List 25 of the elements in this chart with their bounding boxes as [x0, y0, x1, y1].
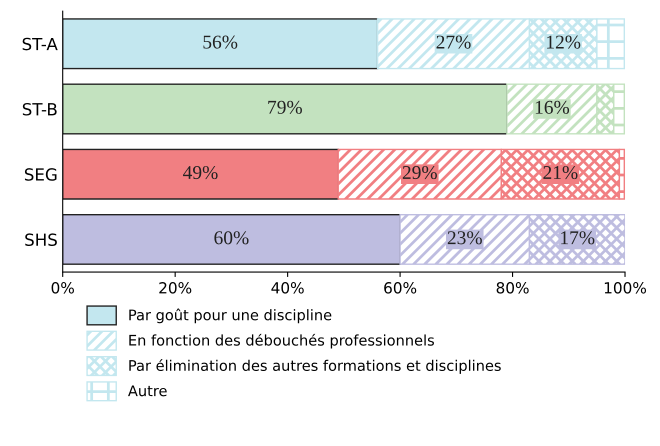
data-label: 21% [543, 166, 578, 180]
data-label: 17% [561, 231, 594, 244]
data-label: 60% [214, 231, 249, 244]
legend-label: Autre [128, 385, 167, 396]
y-tick-label: ST-A [22, 38, 58, 50]
legend-label: Par élimination des autres formations et disciplines [129, 359, 501, 374]
x-tick-label: 20% [159, 282, 192, 294]
y-tick-label: SEG [24, 168, 56, 181]
y-tick-label: ST-B [22, 102, 57, 116]
data-label: 56% [203, 36, 238, 49]
legend-label: En fonction des débouchés professionnels [129, 334, 434, 349]
x-tick-label: 100% [604, 282, 646, 294]
x-tick-label: 0% [52, 282, 74, 294]
legend-label: Par goût pour une discipline [129, 308, 332, 324]
data-label: 79% [268, 100, 302, 114]
data-label: 23% [448, 231, 482, 244]
data-label: 49% [183, 166, 218, 180]
x-tick-label: 40% [271, 282, 304, 294]
y-tick-label: SHS [25, 233, 57, 246]
data-label: 12% [547, 36, 580, 49]
data-label: 27% [436, 36, 471, 49]
x-tick-label: 60% [384, 282, 416, 294]
x-tick-label: 80% [496, 282, 529, 294]
data-label: 29% [402, 166, 437, 180]
data-label: 16% [536, 100, 570, 114]
